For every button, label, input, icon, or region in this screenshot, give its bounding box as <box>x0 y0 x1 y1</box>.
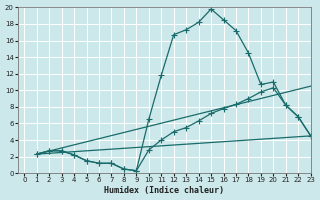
X-axis label: Humidex (Indice chaleur): Humidex (Indice chaleur) <box>104 186 224 195</box>
